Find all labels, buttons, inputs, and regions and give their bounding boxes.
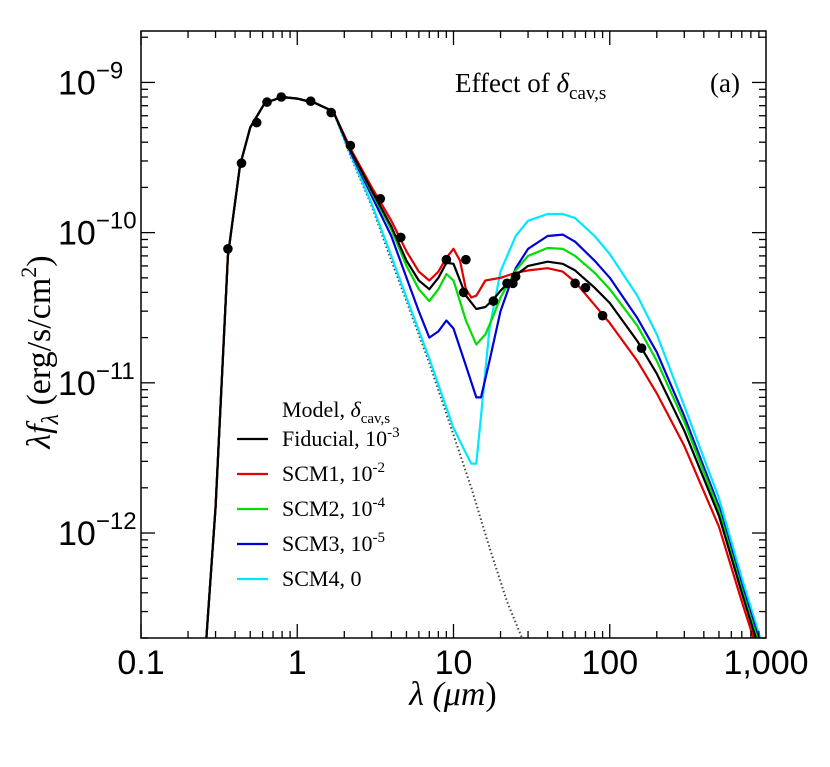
observation-point — [488, 296, 499, 306]
observation-point — [396, 232, 406, 243]
legend-header-sub: cav,s — [361, 411, 391, 427]
x-tick-label: 1,000 — [723, 644, 808, 682]
observation-point — [597, 310, 608, 321]
observation-point — [345, 140, 356, 151]
legend-header-text: Model, — [282, 397, 350, 422]
y-tick-label: 10−12 — [58, 508, 137, 553]
x-tick-label: 0.1 — [117, 644, 164, 682]
y-label-units-close: ) — [21, 255, 58, 266]
y-tick-labels: 10−9 10−10 10−11 10−12 — [58, 57, 137, 553]
observation-point — [441, 254, 452, 265]
observation-point — [251, 117, 262, 128]
observation-point — [458, 287, 469, 298]
observations-layer — [223, 92, 647, 354]
observation-point — [262, 97, 272, 107]
y-label-units-sup: 2 — [16, 267, 41, 278]
y-tick-label: 10−10 — [58, 208, 137, 253]
x-tick-label: 100 — [581, 644, 638, 682]
y-tick-label: 10−9 — [58, 57, 123, 102]
observation-point — [636, 343, 647, 354]
x-label-suffix: ) — [485, 676, 496, 713]
series-line-scm4 — [205, 95, 762, 638]
x-tick-label: 1 — [288, 644, 307, 682]
y-label-lambda: λ — [21, 434, 58, 450]
chart-title-text: Effect of — [455, 68, 556, 98]
panel-label: (a) — [710, 68, 740, 98]
legend-label-scm1: SCM1, 10-2 — [282, 460, 385, 486]
x-axis-label: λ (μm) — [408, 676, 497, 713]
x-tick-labels: 0.1 1 10 100 1,000 — [117, 644, 808, 682]
series-layer — [205, 95, 762, 638]
x-label-unit: μm — [443, 676, 486, 713]
legend-label-fiducial: Fiducial, 10-3 — [282, 425, 400, 451]
chart-title: Effect of δcav,s — [455, 68, 606, 104]
legend-label-scm2: SCM2, 10-4 — [282, 495, 385, 521]
observation-point — [276, 92, 287, 102]
observation-point — [570, 278, 580, 289]
x-label-prefix: λ ( — [408, 676, 446, 713]
axis-ticks — [140, 31, 766, 639]
plot-frame — [140, 30, 767, 639]
legend-label-scm3: SCM3, 10-5 — [282, 530, 385, 556]
observation-point — [326, 107, 337, 118]
observation-point — [510, 271, 521, 282]
chart-title-sub: cav,s — [569, 83, 606, 104]
legend-label-scm4: SCM4, 0 — [282, 566, 361, 591]
observation-point — [236, 158, 247, 168]
legend-header-symbol: δ — [350, 397, 361, 422]
chart-title-symbol: δ — [556, 68, 569, 98]
svg-text:λfλ (erg/s/cm2): λfλ (erg/s/cm2) — [16, 255, 64, 449]
y-label-units: (erg/s/cm — [21, 278, 58, 414]
observation-point — [305, 96, 316, 106]
y-axis-label: λfλ (erg/s/cm2) — [16, 255, 64, 449]
x-tick-label: 10 — [435, 644, 473, 682]
y-label-f-sub: λ — [38, 414, 64, 425]
observation-point — [375, 194, 386, 204]
legend: Model, δcav,s Fiducial, 10-3 SCM1, 10-2 SC… — [237, 397, 400, 591]
observation-point — [580, 282, 591, 293]
y-tick-label: 10−11 — [58, 358, 135, 403]
legend-header: Model, δcav,s — [282, 397, 390, 427]
observation-point — [461, 254, 471, 265]
observation-point — [223, 244, 233, 254]
